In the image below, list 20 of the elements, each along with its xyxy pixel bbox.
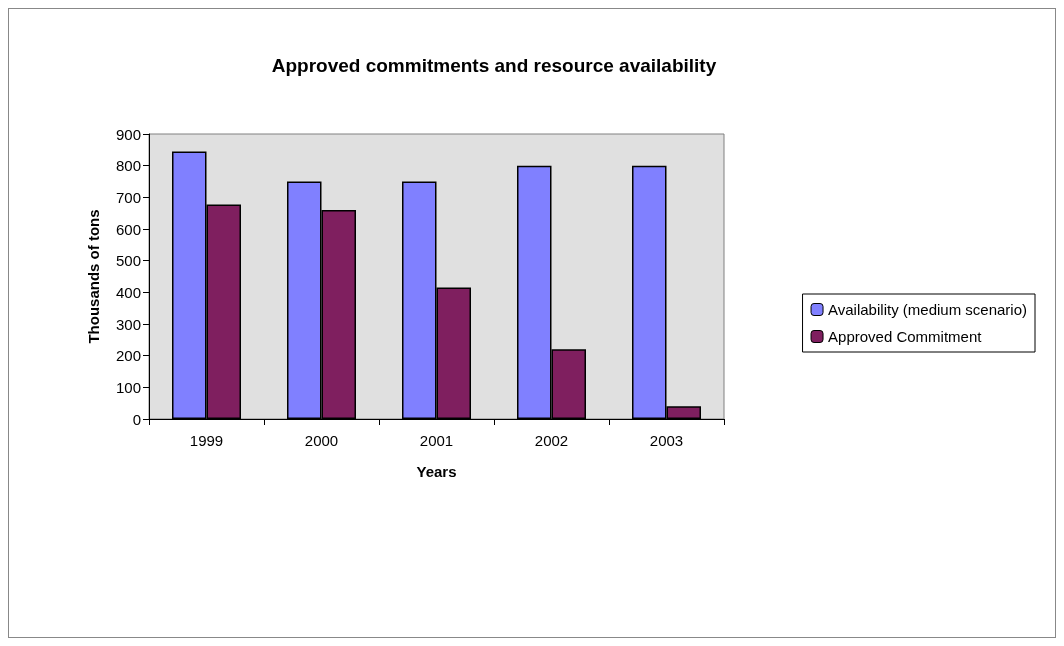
y-tick-label: 200 xyxy=(115,347,141,365)
y-tick-label: 100 xyxy=(115,378,141,396)
y-tick-label: 400 xyxy=(115,283,141,301)
x-tick-label: 1999 xyxy=(189,432,224,449)
y-tick-label: 500 xyxy=(115,252,141,270)
chart-title: Approved commitments and resource availability xyxy=(271,55,717,76)
y-axis-title: Thousands of tons xyxy=(85,209,102,344)
x-tick-label: 2000 xyxy=(304,432,339,449)
x-tick-label: 2002 xyxy=(534,432,569,449)
legend-label: Approved Commitment xyxy=(828,328,983,345)
y-tick-label: 900 xyxy=(115,125,141,143)
x-tick-label: 2003 xyxy=(649,432,684,449)
y-tick-label: 300 xyxy=(115,315,141,333)
y-tick-label: 800 xyxy=(115,157,141,175)
legend-label: Availability (medium scenario) xyxy=(828,301,1028,318)
x-axis-title: Years xyxy=(416,463,457,480)
y-tick-label: 0 xyxy=(132,410,141,428)
y-tick-label: 600 xyxy=(115,220,141,238)
x-tick-label: 2001 xyxy=(419,432,454,449)
y-tick-label: 700 xyxy=(115,188,141,206)
